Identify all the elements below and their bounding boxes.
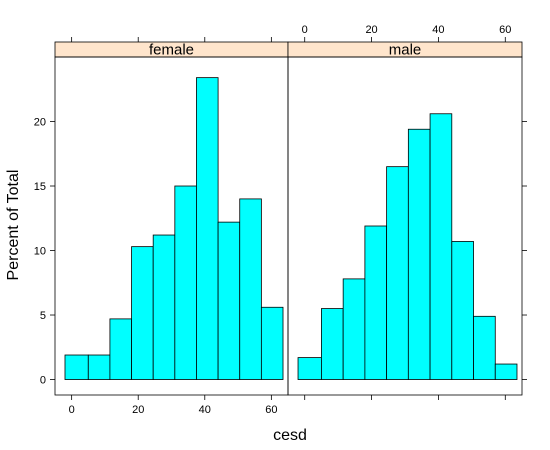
strip-label-female: female <box>149 42 194 59</box>
x-tick-label-top-20: 20 <box>365 24 377 36</box>
bar-female-6 <box>196 77 219 380</box>
bar-male-7 <box>451 241 474 380</box>
bar-female-9 <box>260 306 284 380</box>
y-tick-label-20: 20 <box>34 117 46 129</box>
x-axis-title: cesd <box>273 427 307 444</box>
y-tick-label-5: 5 <box>40 310 46 322</box>
panel-border-male <box>287 56 523 396</box>
bar-male-8 <box>473 315 496 380</box>
y-tick-label-0: 0 <box>40 375 46 387</box>
panels-layer: female male <box>54 42 523 396</box>
x-tick-label-bottom-0: 0 <box>69 404 75 416</box>
y-tick-label-15: 15 <box>34 181 46 193</box>
bar-female-3 <box>131 246 154 380</box>
bar-male-1 <box>321 308 344 380</box>
panel-female: female <box>54 42 289 396</box>
bar-female-1 <box>87 354 111 380</box>
panel-male: male <box>287 42 523 396</box>
axes-layer: 0 20 40 60 0 20 40 60 0 5 10 15 20 <box>34 24 527 416</box>
x-tick-label-top-40: 40 <box>432 24 444 36</box>
x-tick-label-bottom-20: 20 <box>132 404 144 416</box>
bar-male-9 <box>494 363 518 380</box>
bar-female-0 <box>64 354 89 380</box>
bar-female-2 <box>109 318 132 380</box>
bar-male-6 <box>429 113 453 380</box>
y-tick-label-10: 10 <box>34 246 46 258</box>
y-axis-title: Percent of Total <box>5 170 22 281</box>
bar-male-4 <box>386 166 409 380</box>
bar-female-7 <box>217 221 241 380</box>
bar-male-5 <box>407 128 431 380</box>
bar-male-3 <box>364 225 388 380</box>
bar-female-8 <box>239 198 262 380</box>
x-tick-label-top-0: 0 <box>302 24 308 36</box>
x-tick-label-bottom-40: 40 <box>199 404 211 416</box>
x-tick-label-bottom-60: 60 <box>265 404 277 416</box>
x-tick-label-top-60: 60 <box>499 24 511 36</box>
bar-female-4 <box>152 234 176 380</box>
bar-male-0 <box>297 357 322 380</box>
strip-label-male: male <box>389 42 422 59</box>
bar-female-5 <box>174 185 197 380</box>
bar-male-2 <box>342 278 366 380</box>
